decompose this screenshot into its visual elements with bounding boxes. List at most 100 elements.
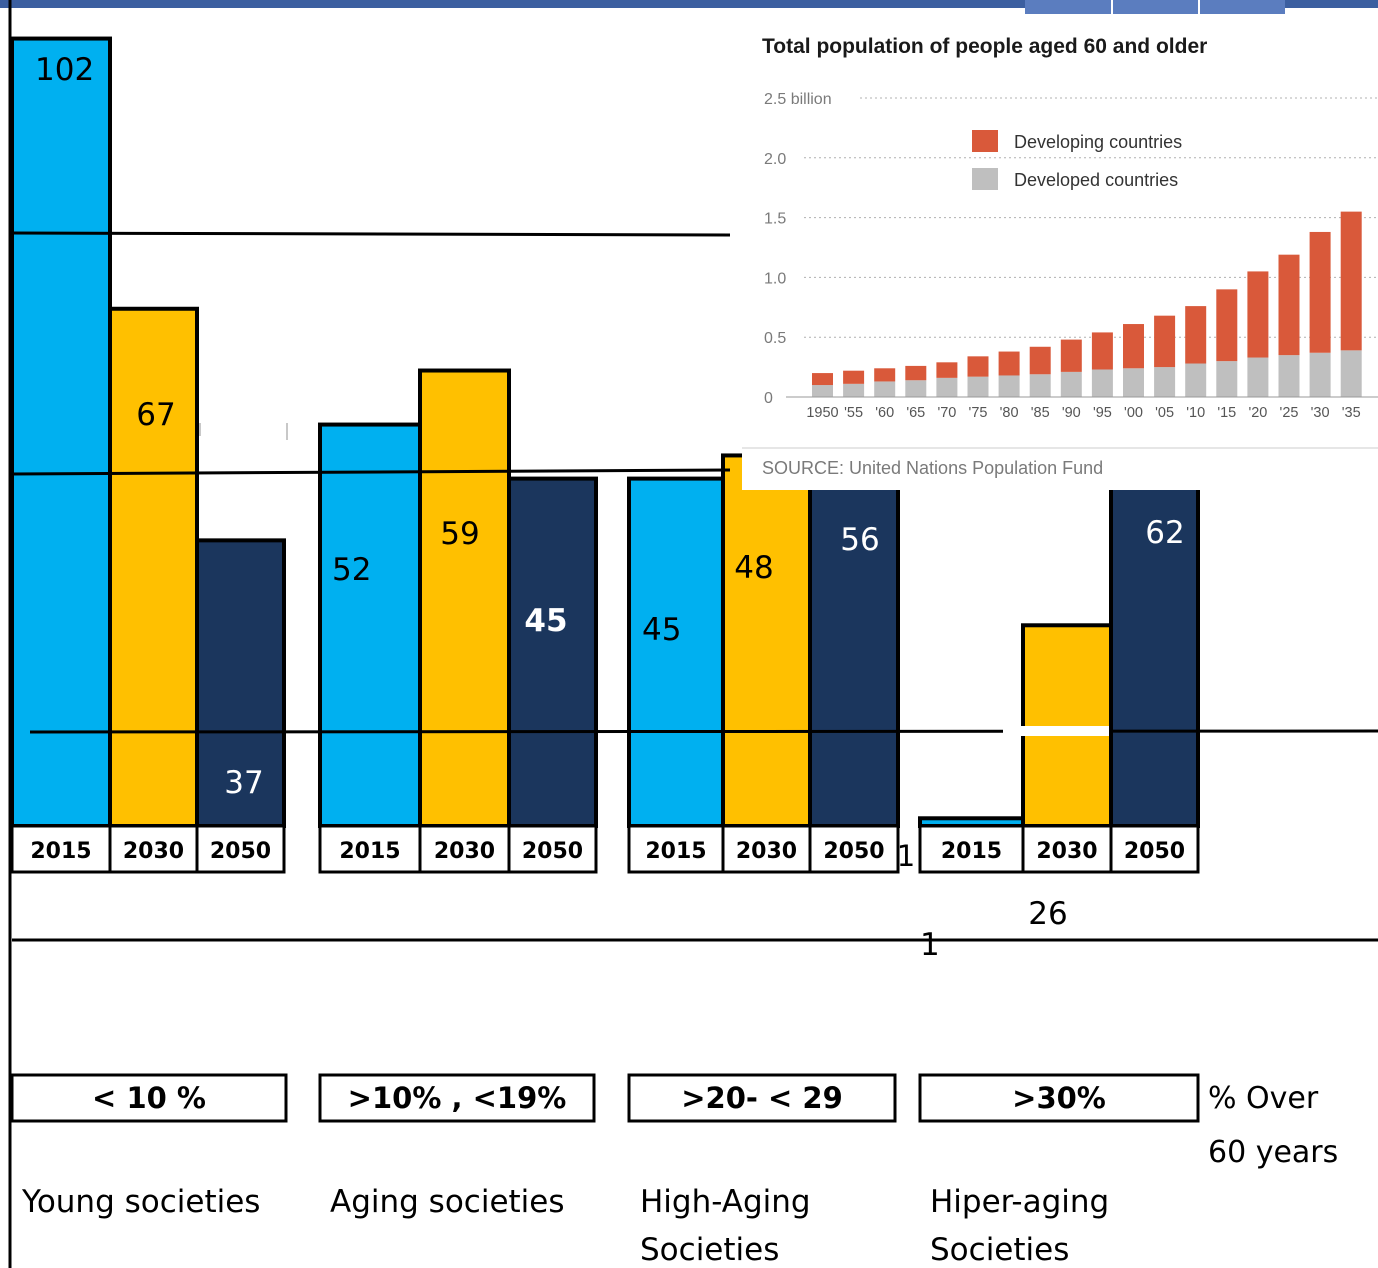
range-label-group-2: >10% , <19%	[348, 1081, 567, 1115]
inset-xtick-5: '75	[969, 405, 988, 421]
stray-label: 1	[897, 839, 915, 873]
bar-2050-group-2	[507, 476, 598, 828]
value-label-2015-group-4: 1	[920, 927, 940, 963]
inset-legend-developing: Developing countries	[1014, 132, 1182, 152]
inset-stacked-bar-chart: Total population of people aged 60 and o…	[742, 35, 1378, 478]
inset-bar-developing-17	[1340, 211, 1362, 351]
inset-bar-developed-6	[998, 375, 1020, 397]
value-label-2050-group-2: 45	[524, 603, 567, 639]
year-label-2050-group-3: 2050	[823, 839, 884, 864]
society-label-2-group-4: Societies	[930, 1232, 1069, 1268]
inset-bar-developing-3	[905, 365, 927, 381]
inset-bar-developed-16	[1309, 352, 1331, 397]
inset-bar-developed-5	[967, 376, 989, 397]
bar-2030-group-1	[108, 306, 199, 828]
range-label-group-4: >30%	[1012, 1081, 1106, 1115]
society-label-1-group-1: Young societies	[21, 1184, 260, 1220]
inset-bar-developed-0	[812, 385, 833, 397]
grid-line-3	[29, 729, 1378, 734]
inset-xtick-13: '15	[1217, 405, 1236, 421]
bar-2030-group-2	[418, 368, 511, 828]
year-label-2050-group-2: 2050	[522, 839, 583, 864]
value-label-2030-group-3: 48	[734, 550, 773, 586]
inset-xtick-15: '25	[1280, 405, 1299, 421]
inset-xtick-8: '90	[1062, 405, 1081, 421]
inset-xtick-10: '00	[1124, 405, 1143, 421]
inset-ytick-2: 1.0	[764, 270, 786, 287]
value-label-2050-group-1: 37	[224, 765, 263, 801]
inset-bar-developed-9	[1091, 369, 1113, 397]
inset-bar-developed-2	[874, 381, 896, 397]
inset-bar-developed-12	[1185, 363, 1207, 397]
inset-title: Total population of people aged 60 and o…	[762, 35, 1207, 58]
year-label-2015-group-1: 2015	[30, 839, 91, 864]
range-box-group-1	[10, 1073, 288, 1123]
inset-legend-swatch-developed	[972, 168, 998, 190]
inset-bar-developing-15	[1278, 254, 1300, 356]
year-row-group-3	[627, 824, 900, 874]
range-box-group-2	[318, 1073, 596, 1123]
inset-bar-developing-16	[1309, 231, 1331, 353]
value-label-2030-group-2: 59	[440, 516, 479, 552]
inset-bar-developed-15	[1278, 355, 1300, 397]
inset-bar-developing-6	[998, 351, 1020, 376]
grid-line-1	[11, 231, 731, 237]
value-label-2050-group-3: 56	[840, 522, 879, 558]
society-label-2-group-3: Societies	[640, 1232, 779, 1268]
inset-bar-developed-10	[1123, 368, 1144, 397]
inset-xtick-0: 1950	[806, 405, 838, 421]
value-label-2015-group-3: 45	[642, 612, 681, 648]
bar-2050-group-1	[195, 538, 286, 828]
range-label-group-1: < 10 %	[92, 1081, 206, 1115]
society-label-1-group-2: Aging societies	[330, 1184, 565, 1220]
inset-bar-developing-9	[1091, 332, 1113, 370]
inset-bar-developed-14	[1247, 357, 1269, 397]
inset-xtick-3: '65	[906, 405, 925, 421]
year-label-2015-group-4: 2015	[941, 839, 1002, 864]
axis-note-line-1: % Over	[1208, 1081, 1319, 1116]
inset-bar-developed-13	[1216, 361, 1238, 397]
value-label-2015-group-2: 52	[332, 552, 371, 588]
inset-bar-developing-8	[1060, 339, 1082, 372]
inset-xtick-6: '80	[1000, 405, 1019, 421]
inset-xtick-12: '10	[1186, 405, 1205, 421]
inset-bar-developing-2	[874, 368, 896, 382]
inset-ytick-0: 0	[764, 390, 773, 407]
range-box-group-4	[918, 1073, 1200, 1123]
inset-xtick-14: '20	[1248, 405, 1267, 421]
axis-note-line-2: 60 years	[1208, 1135, 1338, 1170]
inset-ytick-4: 2.0	[764, 151, 786, 168]
inset-bar-developed-4	[936, 377, 958, 397]
inset-ytick-3: 1.5	[764, 211, 786, 228]
inset-xtick-17: '35	[1342, 405, 1361, 421]
year-row-group-4	[918, 824, 1200, 874]
year-row-group-2	[318, 824, 598, 874]
year-label-2050-group-1: 2050	[210, 839, 271, 864]
inset-source: SOURCE: United Nations Population Fund	[762, 458, 1103, 478]
top-strip-tab	[1025, 0, 1285, 14]
bar-2015-group-2	[318, 422, 422, 828]
year-row-group-1	[10, 824, 286, 874]
inset-ytick-1: 0.5	[764, 330, 786, 347]
inset-ytick-5: 2.5 billion	[764, 91, 832, 108]
inset-bar-developed-7	[1029, 374, 1051, 397]
inset-bar-developing-13	[1216, 289, 1238, 362]
year-label-2015-group-2: 2015	[339, 839, 400, 864]
year-label-2030-group-1: 2030	[123, 839, 184, 864]
inset-bar-developing-0	[812, 373, 833, 386]
inset-legend-swatch-developing	[972, 130, 998, 152]
inset-bar-developed-3	[905, 380, 927, 397]
inset-bar-developing-7	[1029, 346, 1051, 375]
inset-bar-developed-17	[1340, 350, 1362, 397]
society-label-1-group-3: High-Aging	[640, 1184, 811, 1220]
inset-xtick-16: '30	[1311, 405, 1330, 421]
inset-bar-developing-14	[1247, 271, 1269, 358]
inset-bar-developing-5	[967, 356, 989, 377]
bar-2030-group-4	[1021, 623, 1113, 829]
year-label-2030-group-3: 2030	[736, 839, 797, 864]
year-label-2030-group-4: 2030	[1036, 839, 1097, 864]
inset-xtick-2: '60	[875, 405, 894, 421]
inset-bar-developing-10	[1123, 324, 1144, 369]
